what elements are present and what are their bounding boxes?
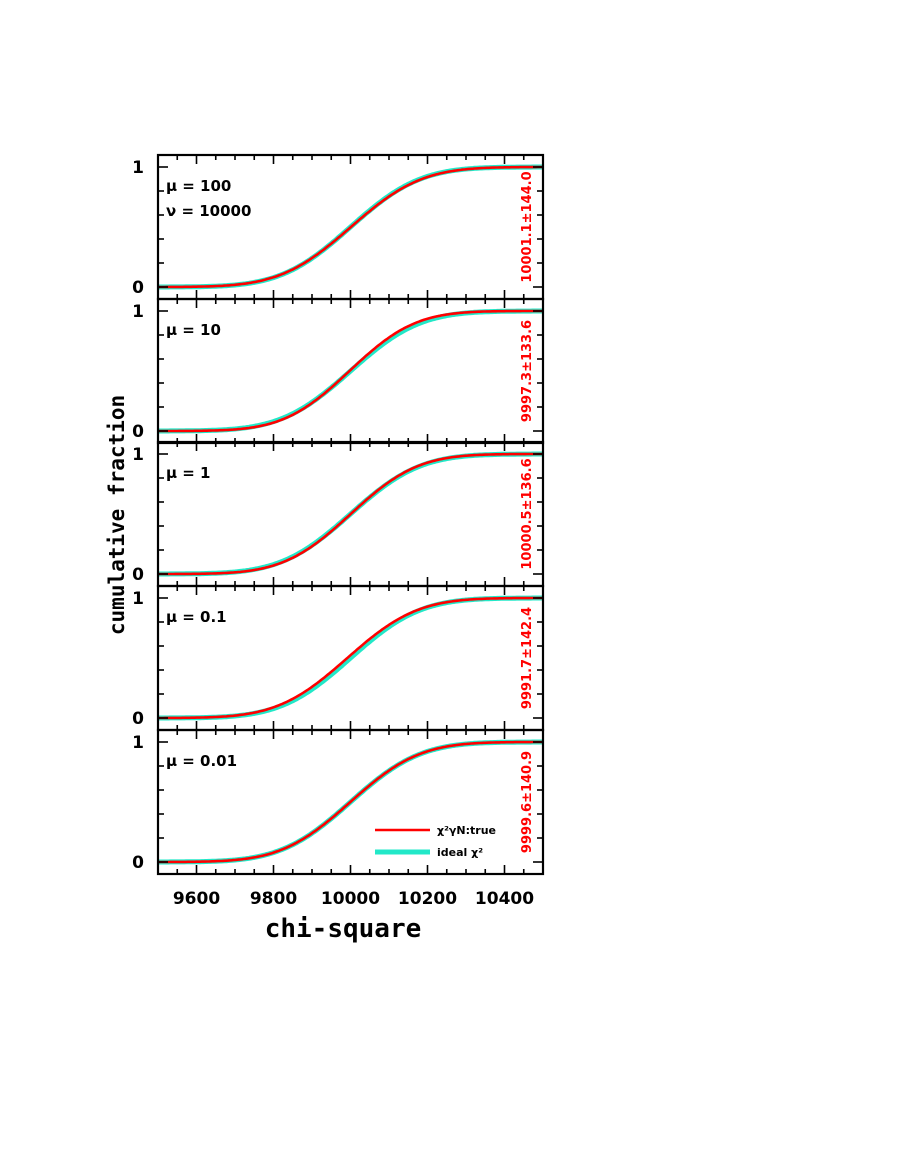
panel-stat-label: 10000.5±136.6 bbox=[520, 458, 535, 569]
y-tick-label: 1 bbox=[132, 589, 144, 609]
y-tick-label: 1 bbox=[132, 158, 144, 178]
series-line-true-panel-5 bbox=[158, 740, 543, 864]
panel-param-label: μ = 1 bbox=[166, 464, 211, 482]
panel-2: 0 1 μ = 10 9997.3±133.6 bbox=[132, 297, 545, 445]
y-tick-label: 0 bbox=[132, 422, 144, 442]
x-axis-title: chi-square bbox=[265, 914, 422, 944]
series-line-true-panel-1 bbox=[158, 165, 543, 289]
panel-param-label: μ = 100 bbox=[166, 177, 231, 195]
y-tick-label: 1 bbox=[132, 733, 144, 753]
legend: χ²γN:true ideal χ² bbox=[375, 824, 496, 859]
panel-stat-label: 10001.1±144.0 bbox=[520, 171, 535, 282]
panel-stat-label: 9997.3±133.6 bbox=[520, 320, 535, 422]
series-line-true-panel-4 bbox=[158, 596, 543, 720]
y-tick-label: 0 bbox=[132, 853, 144, 873]
series-line-true-panel-2 bbox=[158, 309, 543, 433]
legend-label-true: χ²γN:true bbox=[437, 824, 496, 837]
y-tick-label: 0 bbox=[132, 565, 144, 585]
panel-5: 0 1 μ = 0.01 9999.6±140.9 bbox=[132, 728, 545, 876]
y-axis-title: cumulative fraction bbox=[105, 395, 129, 635]
y-tick-label: 1 bbox=[132, 302, 144, 322]
x-tick-label: 9600 bbox=[173, 889, 220, 909]
panel-stat-label: 9999.6±140.9 bbox=[520, 751, 535, 853]
panel-param-label: μ = 0.1 bbox=[166, 608, 227, 626]
panel-param-label: μ = 10 bbox=[166, 321, 221, 339]
x-tick-label: 9800 bbox=[250, 889, 297, 909]
x-tick-label: 10200 bbox=[398, 889, 457, 909]
y-tick-label: 0 bbox=[132, 709, 144, 729]
panel-param-label: ν = 10000 bbox=[166, 202, 251, 220]
x-tick-label: 10400 bbox=[475, 889, 534, 909]
y-tick-label: 1 bbox=[132, 445, 144, 465]
legend-label-ideal: ideal χ² bbox=[437, 846, 483, 859]
y-tick-label: 0 bbox=[132, 278, 144, 298]
panel-stat-label: 9991.7±142.4 bbox=[520, 607, 535, 709]
panel-param-label: μ = 0.01 bbox=[166, 752, 237, 770]
series-line-true-panel-3 bbox=[158, 452, 543, 576]
panel-3: 0 1 μ = 1 10000.5±136.6 bbox=[132, 440, 545, 588]
panel-1: 0 1 μ = 100 ν = 10000 10001.1±144.0 bbox=[132, 153, 545, 301]
x-tick-labels: 9600 9800 10000 10200 10400 bbox=[173, 889, 534, 909]
x-tick-label: 10000 bbox=[321, 889, 380, 909]
panel-4: 0 1 μ = 0.1 9991.7±142.4 bbox=[132, 584, 545, 732]
